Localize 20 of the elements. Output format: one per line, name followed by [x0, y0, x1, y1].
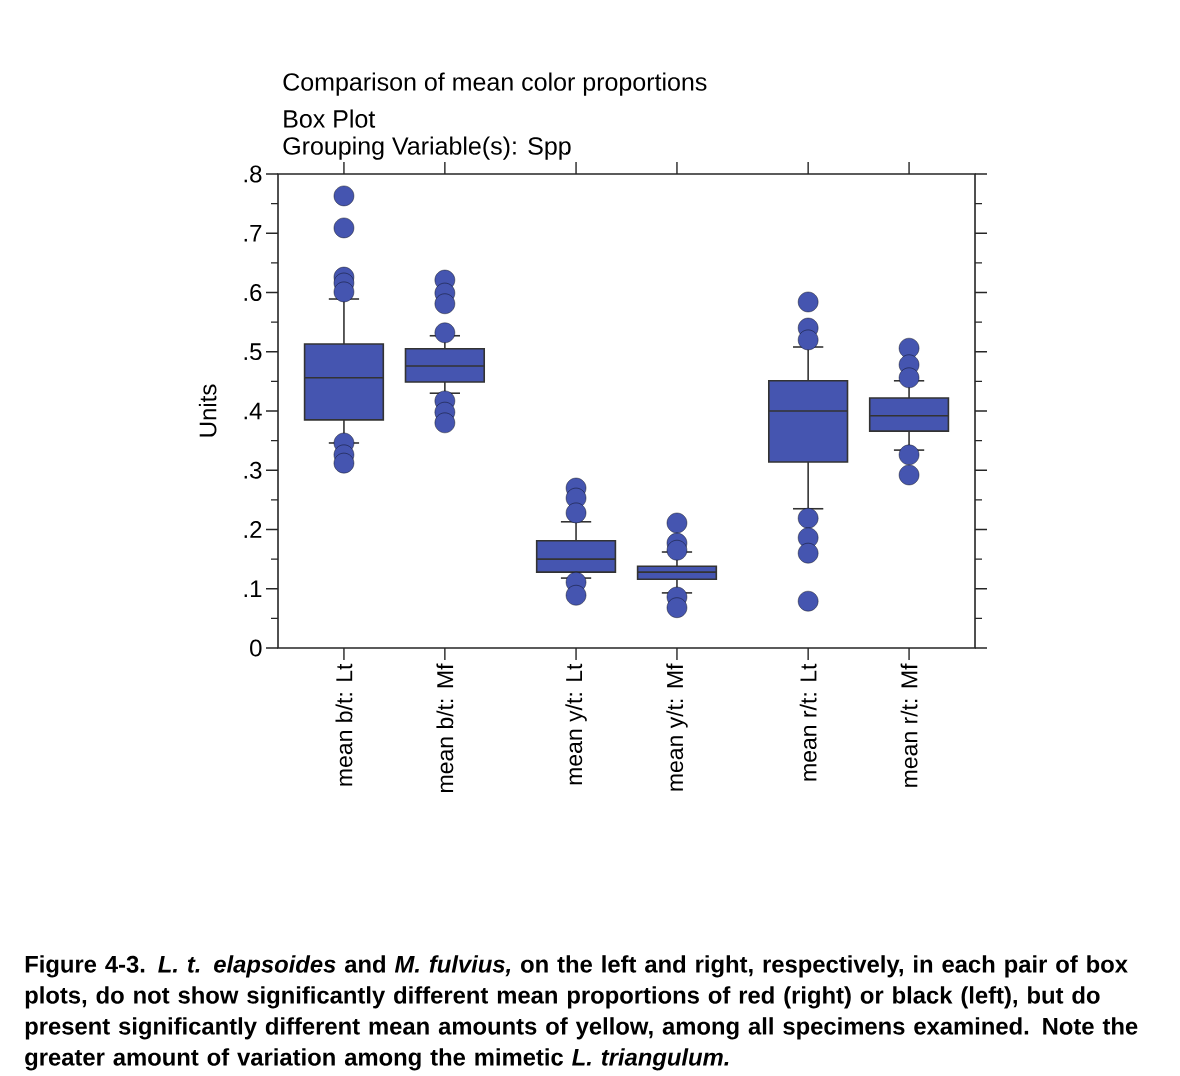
- y-tick-label: .5: [244, 343, 262, 361]
- y-tick-label: .6: [244, 284, 262, 301]
- chart-subtitle: Box Plot: [284, 109, 376, 128]
- y-tick-label: .3: [244, 461, 262, 479]
- y-tick-label: 0: [250, 639, 262, 657]
- y-tick-label: .7: [244, 224, 262, 242]
- y-axis-title: Units: [198, 384, 217, 437]
- x-tick-label: mean y/t: Lt: [565, 663, 587, 785]
- y-tick-label: .2: [244, 521, 262, 538]
- chart-title: Comparison of mean color proportions: [283, 72, 707, 96]
- x-tick-label: mean y/t: Mf: [666, 663, 688, 791]
- y-tick-label: .4: [244, 402, 262, 420]
- text: Grouping Variable(s): Spp: [283, 136, 571, 160]
- x-tick-label: mean r/t: Mf: [900, 663, 918, 787]
- x-tick-label: mean b/t: Mf: [436, 663, 454, 792]
- x-tick-label: mean b/t: Lt: [335, 663, 353, 786]
- y-tick-label: .1: [244, 580, 262, 597]
- x-tick-label: mean r/t: Lt: [799, 663, 817, 781]
- text: Figure 4-3. L. t. elapsoides and M. fulvius, on the left and right, respectively, in each pair of box plots, do not show significantly different mean proportions of red (right) or black (left), but do present significantly different mean amounts of yellow, among all specimens examined. Note the greater amount of variation among the mimetic L. triangulum.: [25, 955, 1138, 1071]
- y-tick-label: .8: [244, 165, 262, 183]
